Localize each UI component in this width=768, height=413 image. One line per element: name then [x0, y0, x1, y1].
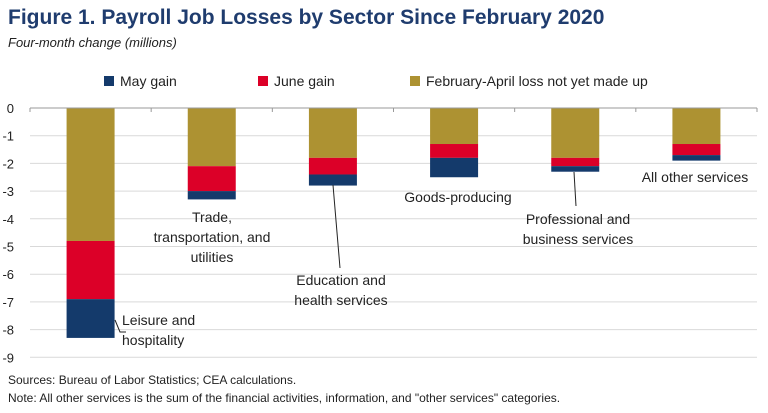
category-label: Education and	[296, 272, 386, 288]
chart-subtitle: Four-month change (millions)	[8, 35, 177, 50]
chart-title: Figure 1. Payroll Job Losses by Sector S…	[8, 6, 605, 29]
bar-segment	[187, 108, 236, 167]
footnote: Note: All other services is the sum of t…	[8, 391, 561, 405]
bar-segment	[308, 174, 357, 186]
bar-segment	[672, 155, 721, 161]
legend-label: February-April loss not yet made up	[426, 73, 648, 89]
category-label: Trade,	[192, 209, 232, 225]
leader-line	[114, 319, 126, 333]
category-label: All other services	[642, 169, 749, 185]
y-tick-label: -9	[2, 350, 14, 365]
y-tick-label: -4	[2, 212, 14, 227]
bar-segment	[187, 166, 236, 192]
legend-swatch	[258, 76, 268, 86]
notes: Sources: Bureau of Labor Statistics; CEA…	[8, 371, 560, 407]
y-tick-label: -8	[2, 323, 14, 338]
y-tick-label: -1	[2, 129, 14, 144]
bar-segment	[308, 108, 357, 158]
category-label: hospitality	[122, 332, 184, 348]
bar-segment	[187, 191, 236, 200]
y-tick-label: -3	[2, 184, 14, 199]
sources-note: Sources: Bureau of Labor Statistics; CEA…	[8, 373, 297, 387]
legend-swatch	[104, 76, 114, 86]
bar-segment	[551, 108, 600, 158]
bar-segment	[551, 157, 600, 167]
category-label: Professional and	[526, 211, 630, 227]
y-tick-label: -7	[2, 295, 14, 310]
bar-segment	[430, 157, 479, 178]
category-label: transportation, and	[154, 229, 271, 245]
legend-label: June gain	[274, 73, 335, 89]
bar-segment	[430, 144, 479, 158]
y-tick-label: -2	[2, 156, 14, 171]
category-label: business services	[523, 231, 634, 247]
category-label: Goods-producing	[404, 189, 511, 205]
legend-swatch	[410, 76, 420, 86]
leader-line	[332, 184, 341, 269]
bar-segment	[430, 108, 479, 145]
y-tick-label: -5	[2, 240, 14, 255]
legend-label: May gain	[120, 73, 177, 89]
y-tick-label: -6	[2, 267, 14, 282]
category-label: utilities	[191, 249, 234, 265]
bar-segment	[551, 166, 600, 172]
bar-segment	[66, 108, 115, 241]
bar-segment	[308, 157, 357, 175]
bar-segment	[66, 299, 115, 338]
bar-segment	[672, 144, 721, 156]
bar-segment	[672, 108, 721, 145]
bar-segment	[66, 240, 115, 300]
y-tick-label: 0	[7, 101, 14, 116]
category-label: health services	[294, 292, 387, 308]
leader-line	[573, 171, 577, 207]
category-label: Leisure and	[122, 312, 195, 328]
